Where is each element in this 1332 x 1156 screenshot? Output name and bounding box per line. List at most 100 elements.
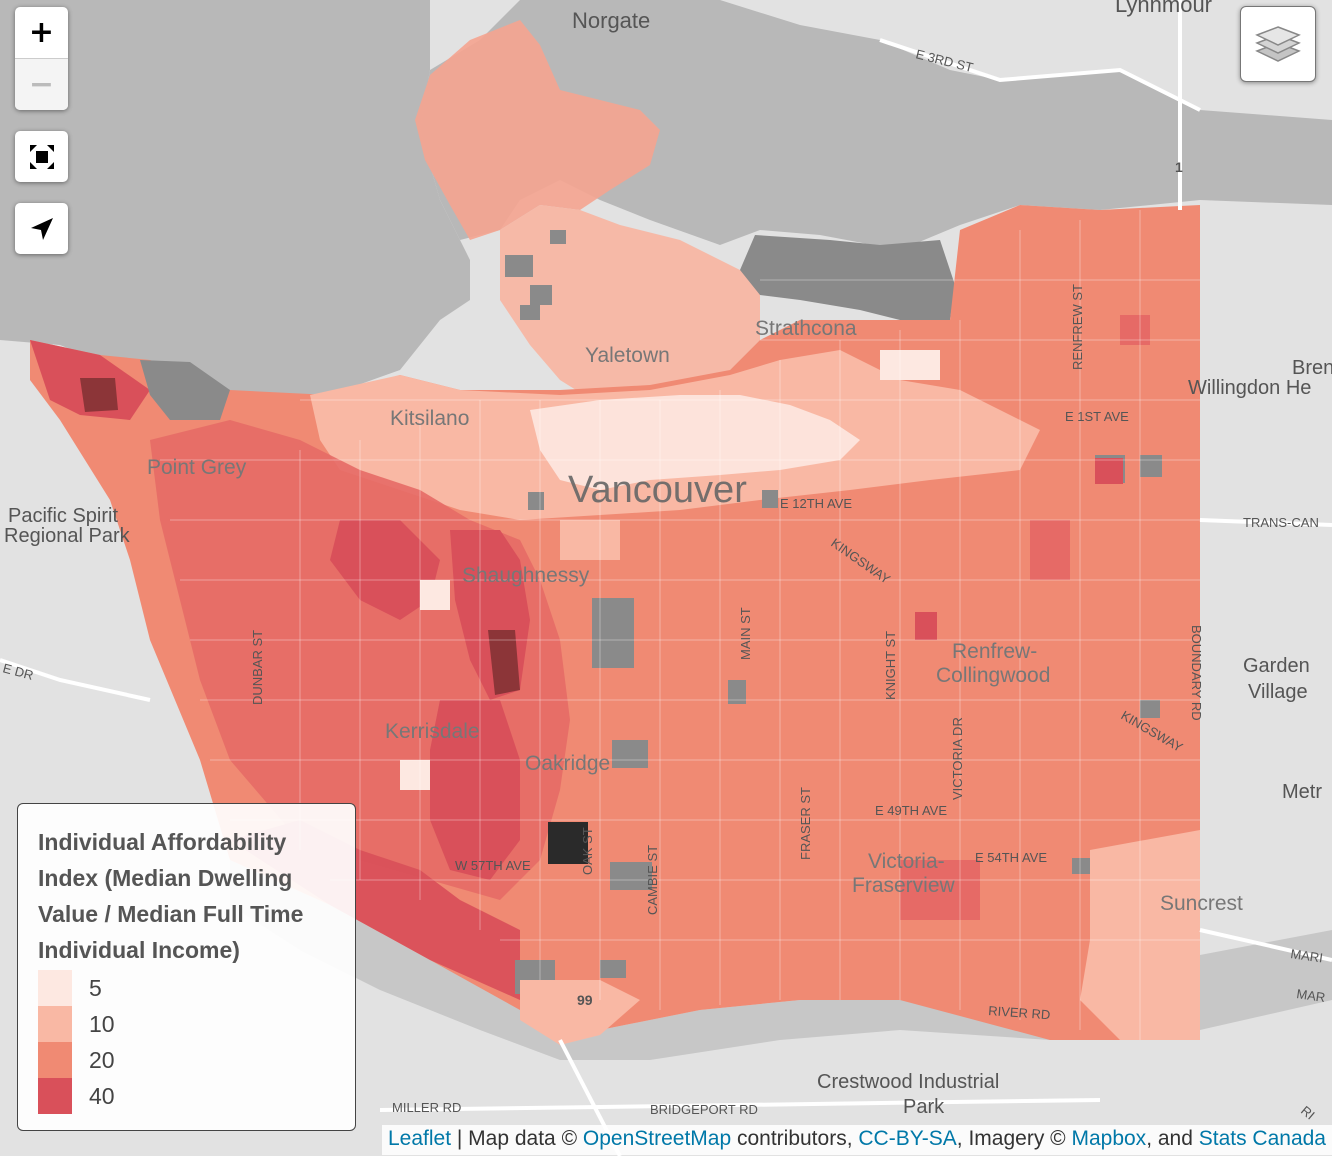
label-bridgeport: BRIDGEPORT RD [650, 1102, 758, 1117]
label-e49th: E 49TH AVE [875, 803, 947, 818]
layers-icon [1255, 26, 1301, 62]
region-eastside-accents [400, 315, 1150, 920]
region-stanley-park [415, 20, 660, 240]
zoom-divider [15, 58, 68, 59]
locate-button[interactable] [15, 203, 68, 254]
zoom-control: + − [15, 7, 68, 110]
legend-swatch [38, 1078, 72, 1114]
location-arrow-icon [30, 217, 53, 240]
fullscreen-icon [29, 144, 54, 169]
label-metro: Metr [1282, 781, 1322, 803]
label-pacificspirit2: Regional Park [4, 525, 131, 547]
attribution-text: contributors, [731, 1127, 859, 1150]
label-yaletown: Yaletown [585, 344, 670, 367]
attribution-text: , Imagery © [956, 1127, 1072, 1150]
legend-item: 5 [38, 970, 335, 1006]
label-oak: OAK ST [580, 827, 595, 875]
legend-item: 20 [38, 1042, 335, 1078]
legend-label: 40 [89, 1082, 115, 1109]
zoom-in-button[interactable]: + [28, 15, 55, 50]
label-collingwood: Collingwood [936, 664, 1050, 687]
label-e54th: E 54TH AVE [975, 850, 1047, 865]
label-boundary: BOUNDARY RD [1189, 625, 1204, 721]
label-renfrewst: RENFREW ST [1070, 284, 1085, 370]
zoom-out-button[interactable]: − [15, 59, 68, 110]
label-dunbar: DUNBAR ST [250, 630, 265, 705]
region-kerrisdale [330, 520, 440, 620]
region-downtown [500, 205, 760, 410]
label-transcan: TRANS-CAN [1243, 515, 1319, 530]
attribution-text: , and [1146, 1127, 1199, 1150]
attribution-bar: Leaflet | Map data © OpenStreetMap contr… [381, 1125, 1332, 1155]
label-victoria: VICTORIA DR [950, 717, 965, 800]
label-garden: Garden [1243, 655, 1310, 677]
label-strathcona: Strathcona [755, 317, 857, 340]
fullscreen-control [15, 131, 68, 182]
fullscreen-button[interactable] [15, 131, 68, 182]
layers-toggle-button[interactable] [1240, 6, 1316, 82]
label-pointgrey: Point Grey [147, 456, 247, 479]
locate-control [15, 203, 68, 254]
label-crestwood1: Crestwood Industrial [817, 1071, 999, 1093]
region-southwest [430, 700, 520, 880]
label-marine1: MARI [1290, 946, 1324, 965]
leaflet-link[interactable]: Leaflet [387, 1127, 452, 1150]
label-village: Village [1248, 681, 1308, 703]
legend-panel: Individual Affordability Index (Median D… [17, 803, 356, 1131]
label-victoriaf2: Fraserview [852, 874, 956, 897]
label-w57th: W 57TH AVE [455, 858, 531, 873]
label-pacificspirit1: Pacific Spirit [8, 505, 118, 527]
legend-label: 5 [89, 974, 102, 1001]
label-renfrew: Renfrew- [952, 640, 1037, 663]
label-shaughnessy: Shaughnessy [462, 564, 590, 587]
label-kerrisdale: Kerrisdale [385, 720, 480, 743]
nodata-point-grey [140, 360, 230, 420]
label-e12th: E 12TH AVE [780, 496, 852, 511]
attribution-text: | Map data © [451, 1127, 583, 1150]
nodata-downtown [505, 230, 566, 320]
legend-title: Individual Affordability Index (Median D… [38, 829, 304, 963]
legend-label: 20 [89, 1046, 115, 1073]
water-english-bay [0, 0, 470, 395]
label-kitsilano: Kitsilano [390, 407, 469, 430]
label-brentwood: Bren [1292, 357, 1332, 379]
legend-item: 10 [38, 1006, 335, 1042]
label-marine2: MAR [1296, 986, 1327, 1005]
label-willingdon: Willingdon He [1188, 377, 1311, 399]
label-lynnmour: Lynnmour [1115, 0, 1212, 17]
label-knight: KNIGHT ST [883, 631, 898, 700]
region-central-lightest [530, 395, 860, 490]
region-point-grey-max [80, 378, 118, 412]
label-millerrd: MILLER RD [392, 1100, 461, 1115]
label-hwy99: 99 [577, 992, 593, 1008]
place-labels: Norgate Lynnmour E 3RD ST 1 Strathcona Y… [1, 0, 1332, 1123]
label-oakridge: Oakridge [525, 752, 610, 775]
legend-swatch [38, 970, 72, 1006]
tract-grid [160, 210, 1200, 1040]
legend-swatch [38, 1042, 72, 1078]
region-oakridge-max [548, 822, 588, 864]
legend-item: 40 [38, 1078, 335, 1114]
legend-swatch [38, 1006, 72, 1042]
region-southeast-light [1080, 830, 1200, 1040]
stats-canada-link[interactable]: Stats Canada [1198, 1127, 1326, 1150]
label-hwy1: 1 [1175, 159, 1183, 175]
label-cambie: CAMBIE ST [645, 845, 660, 915]
label-e1st: E 1ST AVE [1065, 409, 1129, 424]
openstreetmap-link[interactable]: OpenStreetMap [582, 1127, 732, 1150]
label-main: MAIN ST [738, 607, 753, 660]
region-marpole-light [520, 980, 640, 1045]
cc-by-sa-link[interactable]: CC-BY-SA [858, 1127, 957, 1150]
label-suncrest: Suncrest [1160, 892, 1243, 915]
region-shaughnessy-max [488, 630, 520, 695]
label-victoriaf1: Victoria- [868, 850, 945, 873]
water-burrard-inlet [0, 0, 1332, 250]
label-norgate: Norgate [572, 8, 650, 33]
label-riverrd: RIVER RD [988, 1003, 1051, 1022]
label-vancouver: Vancouver [568, 469, 747, 511]
legend-label: 10 [89, 1010, 115, 1037]
mapbox-link[interactable]: Mapbox [1071, 1127, 1147, 1150]
label-crestwood2: Park [903, 1096, 945, 1118]
